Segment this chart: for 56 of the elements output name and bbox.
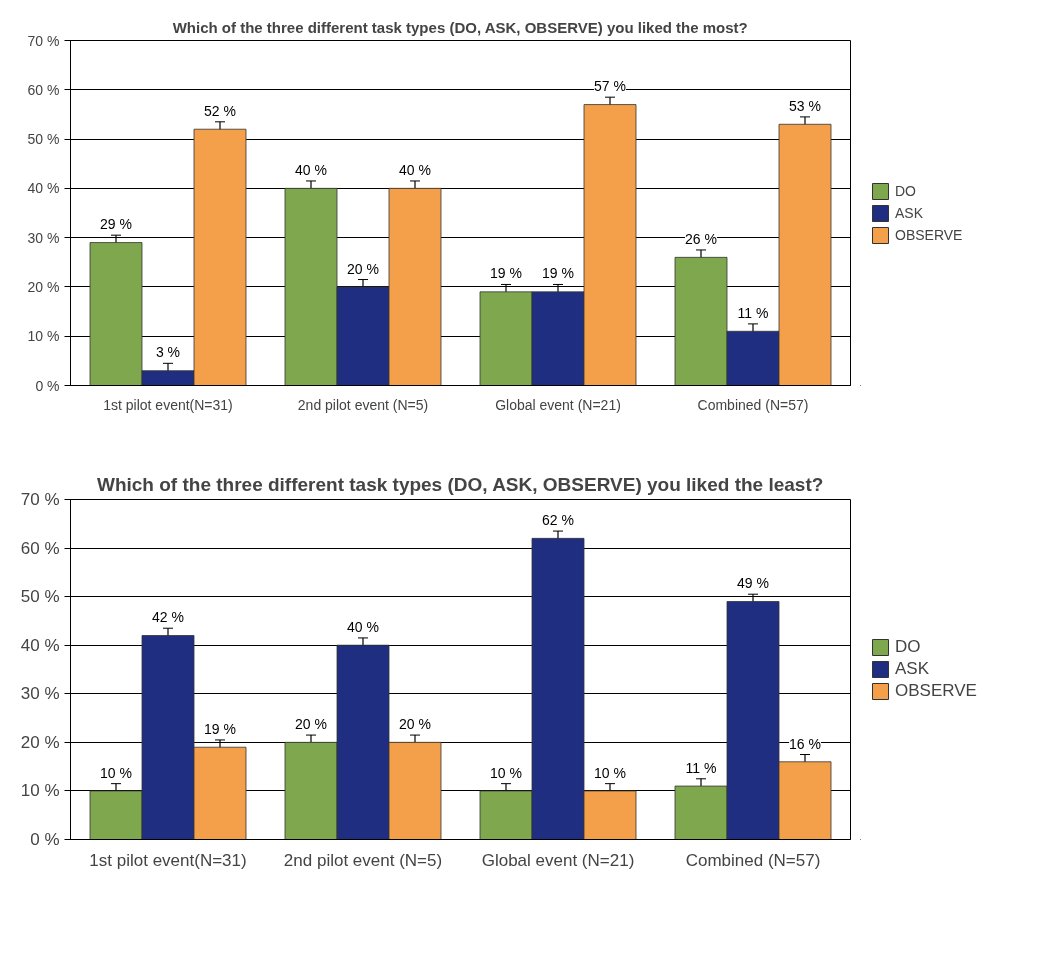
data-label: 40 %: [399, 161, 431, 178]
data-label: 20 %: [295, 716, 327, 733]
data-label: 19 %: [542, 265, 574, 282]
data-label: 19 %: [490, 265, 522, 282]
data-label: 62 %: [542, 512, 574, 529]
y-tick-label: 50 %: [20, 587, 60, 607]
legend-label: DO: [895, 637, 921, 657]
y-tick-label: 70 %: [27, 32, 60, 49]
data-label: 49 %: [737, 575, 769, 592]
y-tick-label: 20 %: [27, 278, 60, 295]
legend-label: DO: [895, 182, 916, 199]
data-label: 40 %: [347, 618, 379, 635]
chart-title: Which of the three different task types (DO, ASK, OBSERVE) you liked the most?: [172, 18, 748, 36]
y-tick-label: 10 %: [20, 781, 60, 801]
legend-label: OBSERVE: [895, 226, 963, 243]
y-tick-label: 40 %: [20, 635, 60, 655]
data-label: 29 %: [100, 216, 132, 233]
x-tick-label: Combined (N=57): [685, 850, 821, 870]
data-label: 20 %: [347, 260, 379, 277]
y-tick-label: 70 %: [20, 490, 60, 509]
x-tick-label: Combined (N=57): [697, 396, 809, 413]
x-tick-label: 2nd pilot event (N=5): [283, 850, 443, 870]
data-label: 57 %: [594, 78, 626, 95]
data-label: 10 %: [490, 764, 522, 781]
data-label: 26 %: [685, 230, 717, 247]
x-tick-label: 1st pilot event(N=31): [103, 396, 233, 413]
data-label: 11 %: [685, 759, 717, 776]
data-label: 10 %: [100, 764, 132, 781]
data-label: 10 %: [594, 764, 626, 781]
y-tick-label: 0 %: [35, 377, 60, 394]
x-tick-label: Global event (N=21): [481, 850, 635, 870]
y-tick-label: 60 %: [27, 81, 60, 98]
y-tick-label: 20 %: [20, 732, 60, 752]
data-label: 11 %: [737, 304, 769, 321]
data-label: 3 %: [155, 344, 181, 361]
legend-label: OBSERVE: [895, 681, 977, 701]
y-tick-label: 10 %: [27, 328, 60, 345]
y-tick-label: 50 %: [27, 131, 60, 148]
y-tick-label: 30 %: [20, 684, 60, 704]
data-label: 53 %: [789, 97, 821, 114]
data-label: 40 %: [295, 161, 327, 178]
y-tick-label: 60 %: [20, 538, 60, 558]
data-label: 52 %: [204, 102, 236, 119]
x-tick-label: 2nd pilot event (N=5): [297, 396, 429, 413]
data-label: 42 %: [152, 609, 184, 626]
y-tick-label: 0 %: [30, 830, 60, 849]
legend-label: ASK: [895, 204, 924, 221]
y-tick-label: 30 %: [27, 229, 60, 246]
data-label: 20 %: [399, 716, 431, 733]
y-tick-label: 40 %: [27, 180, 60, 197]
x-tick-label: Global event (N=21): [495, 396, 621, 413]
x-tick-label: 1st pilot event(N=31): [89, 850, 247, 870]
data-label: 16 %: [789, 735, 821, 752]
data-label: 19 %: [204, 720, 236, 737]
legend-label: ASK: [895, 659, 930, 679]
chart-title: Which of the three different task types (DO, ASK, OBSERVE) you liked the least?: [96, 473, 824, 495]
